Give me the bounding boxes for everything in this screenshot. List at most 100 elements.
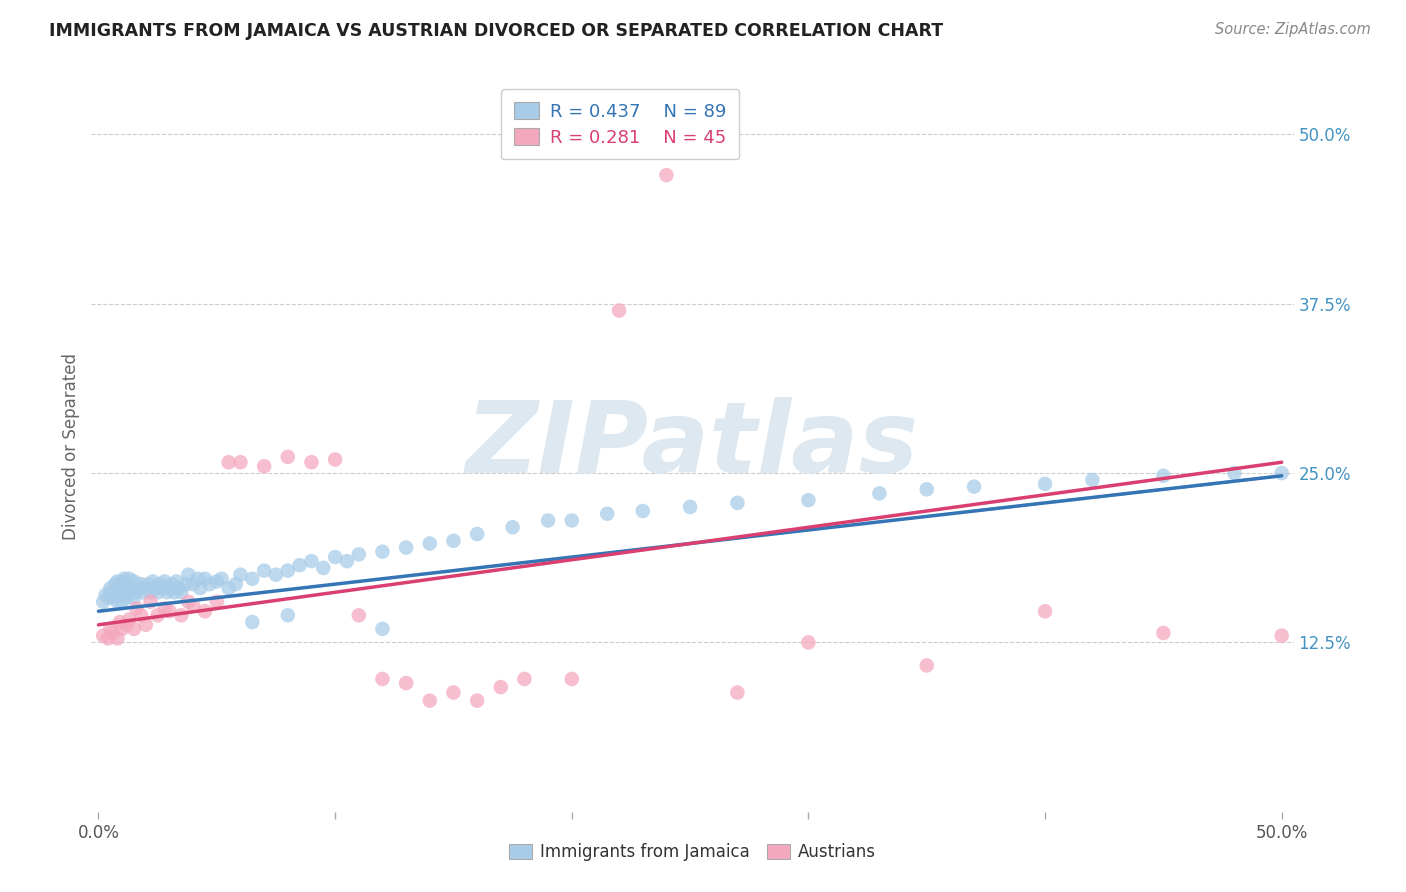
Point (125, 585, 148, 599)
Point (108, 615, 131, 629)
Point (135, 581, 157, 595)
Point (174, 577, 197, 591)
Point (181, 599, 204, 613)
Point (225, 577, 247, 591)
Point (419, 536, 441, 550)
Point (118, 572, 141, 586)
Point (655, 168, 678, 182)
Point (679, 500, 702, 514)
Point (371, 672, 394, 686)
Point (122, 622, 145, 636)
Point (205, 595, 228, 609)
Point (97, 591, 120, 605)
Point (132, 585, 155, 599)
Point (312, 561, 335, 575)
Point (1152, 468, 1174, 483)
Point (1223, 466, 1246, 480)
Point (114, 572, 136, 586)
Point (264, 567, 287, 582)
Point (125, 601, 148, 615)
Point (114, 585, 136, 599)
Point (143, 581, 166, 595)
Point (868, 486, 890, 500)
Point (115, 617, 138, 632)
Point (181, 577, 204, 591)
Point (121, 581, 143, 595)
Point (111, 622, 134, 636)
Point (136, 577, 159, 591)
Point (915, 658, 938, 673)
Point (91, 595, 114, 609)
Point (129, 608, 152, 623)
Point (607, 303, 630, 318)
Point (561, 514, 583, 528)
Point (561, 672, 583, 686)
Point (149, 577, 172, 591)
Point (288, 558, 311, 573)
Point (115, 591, 138, 605)
Point (101, 591, 124, 605)
Point (198, 577, 221, 591)
Point (159, 581, 181, 595)
Point (253, 459, 276, 474)
Point (97, 632, 120, 646)
Point (301, 455, 323, 469)
Point (347, 547, 370, 561)
Point (465, 693, 488, 707)
Point (107, 632, 129, 646)
Point (111, 595, 134, 609)
Point (489, 680, 512, 694)
Point (94, 588, 117, 602)
Text: ZIPatlas: ZIPatlas (465, 398, 920, 494)
Point (1271, 466, 1294, 480)
Point (150, 581, 173, 595)
Point (107, 574, 129, 589)
Point (443, 533, 465, 548)
Point (277, 608, 299, 623)
Point (301, 554, 323, 568)
Point (163, 585, 186, 599)
Point (108, 581, 131, 595)
Text: Source: ZipAtlas.com: Source: ZipAtlas.com (1215, 22, 1371, 37)
Point (395, 541, 418, 555)
Point (118, 585, 141, 599)
Point (167, 581, 190, 595)
Point (101, 626, 124, 640)
Point (98, 585, 121, 599)
Point (139, 585, 162, 599)
Point (153, 601, 176, 615)
Point (122, 574, 145, 589)
Legend: Immigrants from Jamaica, Austrians: Immigrants from Jamaica, Austrians (501, 835, 884, 869)
Point (129, 577, 152, 591)
Point (797, 635, 820, 649)
Point (160, 577, 183, 591)
Point (187, 572, 209, 586)
Point (205, 574, 228, 589)
Point (156, 585, 179, 599)
Point (240, 572, 263, 586)
Point (371, 622, 394, 636)
Point (122, 591, 145, 605)
Point (323, 452, 346, 467)
Point (725, 685, 748, 699)
Point (465, 527, 488, 541)
Point (253, 564, 276, 578)
Point (177, 595, 200, 609)
Point (725, 496, 748, 510)
Point (146, 585, 169, 599)
Point (159, 604, 181, 618)
Point (115, 577, 138, 591)
Point (336, 554, 359, 568)
Point (118, 612, 141, 626)
Point (98, 622, 121, 636)
Text: IMMIGRANTS FROM JAMAICA VS AUSTRIAN DIVORCED OR SEPARATED CORRELATION CHART: IMMIGRANTS FROM JAMAICA VS AUSTRIAN DIVO… (49, 22, 943, 40)
Y-axis label: Divorced or Separated: Divorced or Separated (62, 352, 80, 540)
Point (915, 483, 938, 497)
Point (797, 493, 820, 508)
Point (146, 608, 169, 623)
Point (277, 564, 299, 578)
Point (170, 585, 193, 599)
Point (443, 685, 465, 699)
Point (596, 507, 619, 521)
Point (395, 676, 418, 690)
